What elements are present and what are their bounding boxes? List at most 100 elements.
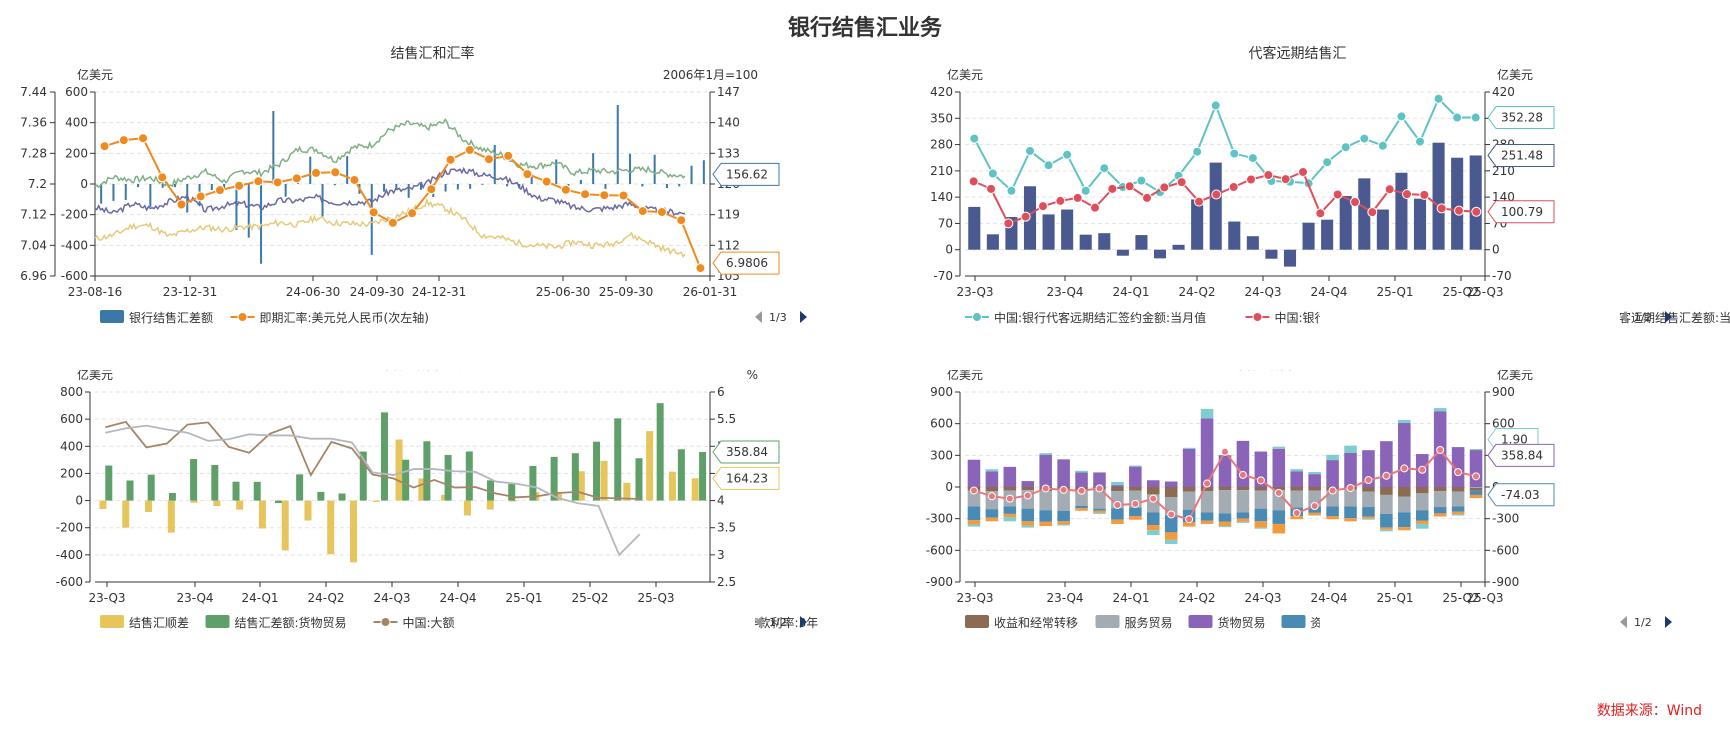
bar xyxy=(1358,178,1371,250)
line-point xyxy=(1142,192,1152,203)
y-tick-label: 420 xyxy=(930,85,953,99)
legend-swatch xyxy=(100,615,124,628)
chart-title: 代客结售汇顺差 xyxy=(384,370,482,373)
left-unit-label: 亿美元 xyxy=(947,67,983,82)
y-tick-label: 6.96 xyxy=(20,269,47,283)
left-unit-label: 亿美元 xyxy=(77,370,113,382)
chart-surplus: 代客结售汇顺差 亿美元% 800 600 400 200 0 -200 -400 -600 6 5.5… xyxy=(56,370,818,634)
bar xyxy=(444,184,447,192)
x-tick-label: 23-Q4 xyxy=(1046,285,1083,299)
bar xyxy=(232,481,240,501)
y-tick-label: 420 xyxy=(1492,85,1515,99)
page-title: 银行结售汇业务 xyxy=(787,16,942,41)
value-tag-label: 358.84 xyxy=(1501,448,1543,462)
line-point xyxy=(1415,136,1425,147)
stacked-bar-segment xyxy=(1326,454,1339,461)
stacked-bar-segment xyxy=(1398,487,1411,497)
bar xyxy=(1265,249,1278,259)
line-point xyxy=(599,190,610,201)
legend-label: 服务贸易 xyxy=(1125,615,1173,630)
stacked-bar-segment xyxy=(1290,516,1303,520)
y-tick-label: 2.5 xyxy=(717,575,736,589)
stacked-bar-segment xyxy=(1451,447,1465,487)
line-point xyxy=(1210,100,1221,111)
bar xyxy=(463,500,471,516)
bar xyxy=(407,184,410,198)
left-unit-label: 亿美元 xyxy=(947,370,983,382)
legend-label: 银行结售汇差额 xyxy=(129,310,213,325)
line-point xyxy=(1280,174,1291,185)
line-point xyxy=(1471,206,1482,217)
right-unit-label: 亿美元 xyxy=(1497,67,1533,82)
bar xyxy=(419,184,422,190)
line-point xyxy=(234,180,245,191)
line-point xyxy=(1436,203,1447,214)
stacked-bar-segment xyxy=(1200,418,1214,487)
legend-swatch xyxy=(965,615,989,628)
stacked-bar-segment xyxy=(1308,512,1321,516)
legend-prev-icon xyxy=(755,616,762,628)
stacked-bar-segment xyxy=(1362,487,1375,492)
y-tick-label: 133 xyxy=(717,146,740,160)
y-tick-label: 140 xyxy=(717,116,740,130)
stacked-bar-segment xyxy=(1147,525,1160,531)
y-tick-label: -70 xyxy=(1492,269,1512,283)
stacked-bar-segment xyxy=(1236,518,1250,522)
bar xyxy=(284,184,287,197)
bar xyxy=(105,465,113,501)
chart-panel-surplus: 代客结售汇顺差 亿美元% 800 600 400 200 0 -200 -400 -600 6 5.5… xyxy=(0,370,865,700)
bar xyxy=(338,493,346,501)
stacked-bar-segment xyxy=(1129,465,1142,467)
bar xyxy=(236,500,244,510)
bar xyxy=(487,480,495,501)
bar xyxy=(346,156,349,184)
bar xyxy=(304,500,312,521)
line-point xyxy=(1256,476,1265,485)
stacked-bar-segment xyxy=(1200,520,1214,524)
bar xyxy=(571,453,579,501)
stacked-bar-segment xyxy=(1003,487,1017,491)
value-tag-label: 164.23 xyxy=(726,471,768,485)
legend-label: 即期汇率:美元兑人民币(次左轴) xyxy=(260,310,429,325)
value-tag-label: 251.48 xyxy=(1501,148,1543,162)
stacked-bar-segment xyxy=(1093,512,1106,514)
bar xyxy=(702,160,705,184)
line-point xyxy=(118,135,129,146)
value-tag-box xyxy=(1487,106,1555,130)
stacked-bar-segment xyxy=(1398,512,1411,528)
line-point xyxy=(1006,185,1017,196)
y-tick-label: 7.44 xyxy=(20,85,47,99)
stacked-bar-segment xyxy=(1362,491,1375,508)
stacked-bar-segment xyxy=(1021,525,1035,528)
y-tick-label: 0 xyxy=(945,480,953,494)
bar xyxy=(253,481,261,501)
bar xyxy=(656,403,664,501)
x-tick-label: 25-Q3 xyxy=(1466,285,1503,299)
bar xyxy=(402,459,410,501)
stacked-bar-segment xyxy=(1380,441,1393,487)
line-point xyxy=(1072,192,1083,203)
line-point xyxy=(253,176,264,187)
bar xyxy=(147,474,155,501)
stacked-bar-segment xyxy=(1469,487,1483,491)
chart-title: 代客远期结售汇 xyxy=(1249,45,1347,62)
bar xyxy=(629,153,632,184)
line-point xyxy=(1194,196,1204,207)
bar xyxy=(213,500,221,506)
y-tick-label: 200 xyxy=(65,146,88,160)
y-tick-label: 210 xyxy=(930,164,953,178)
stacked-bar-segment xyxy=(1433,491,1447,508)
legend-next-icon xyxy=(800,616,807,628)
line-point xyxy=(986,183,996,194)
stacked-bar-segment xyxy=(1057,510,1070,522)
series-line xyxy=(104,137,702,269)
x-tick-label: 24-06-30 xyxy=(286,285,340,299)
stacked-bar-segment xyxy=(967,506,981,521)
line-point xyxy=(1062,149,1073,160)
stacked-bar-segment xyxy=(1075,470,1088,473)
line-point xyxy=(1113,500,1122,509)
line-point xyxy=(1107,183,1118,194)
line-point xyxy=(1059,485,1068,494)
stacked-bar-segment xyxy=(1469,487,1483,488)
line-point xyxy=(1041,484,1050,493)
